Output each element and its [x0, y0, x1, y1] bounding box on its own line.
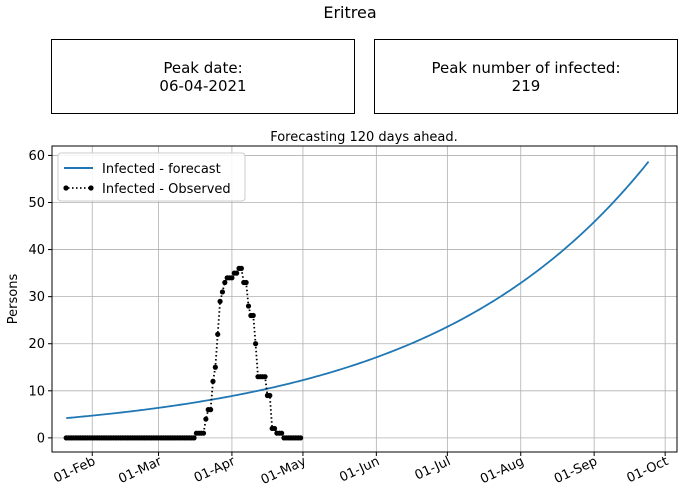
observed-point: [208, 407, 214, 413]
observed-point: [203, 416, 209, 422]
observed-point: [262, 374, 268, 380]
observed-point: [219, 289, 226, 295]
observed-line: [66, 267, 301, 439]
observed-point: [229, 275, 235, 281]
observed-point: [297, 435, 304, 441]
legend: Infected - forecast Infected - Observed: [57, 152, 246, 202]
figure-title: Eritrea: [323, 3, 377, 22]
legend-observed-marker-left: [63, 185, 69, 191]
observed-point: [271, 425, 278, 432]
chart-title: Forecasting 120 days ahead.: [270, 130, 458, 145]
x-tick-label: 01-Jul: [413, 454, 453, 484]
x-tick-label: 01-Apr: [192, 454, 238, 486]
x-tick-label: 01-Jun: [337, 454, 382, 485]
legend-observed-label: Infected - Observed: [102, 182, 231, 197]
x-tick-label: 01-May: [259, 454, 309, 488]
x-tick-label: 01-Feb: [51, 454, 97, 486]
x-tick-label: 01-Oct: [625, 454, 671, 486]
observed-point: [234, 270, 240, 276]
observed-point: [215, 331, 221, 337]
y-tick-label: 50: [28, 196, 45, 211]
forecast-line: [66, 160, 650, 419]
x-tick-label: 01-Sep: [552, 454, 600, 487]
peak-infected-box: Peak number of infected: 219: [374, 39, 678, 114]
y-tick-label: 0: [37, 431, 45, 446]
observed-point: [217, 298, 223, 304]
observed-point: [250, 312, 256, 319]
legend-observed-marker-right: [88, 185, 94, 191]
peak-date-box: Peak date: 06-04-2021: [51, 39, 355, 114]
y-tick-label: 10: [28, 384, 45, 399]
y-tick-label: 30: [28, 290, 45, 305]
observed-point: [200, 430, 207, 436]
y-tick-label: 40: [28, 243, 45, 258]
y-tick-label: 20: [28, 337, 45, 352]
peak-infected-value: 219: [511, 76, 541, 95]
observed-point: [222, 279, 228, 286]
y-axis-label: Persons: [6, 274, 21, 325]
peak-infected-label: Peak number of infected:: [431, 58, 621, 77]
x-tick-label: 01-Aug: [478, 454, 526, 487]
plot-frame: [51, 145, 678, 453]
observed-point: [253, 341, 259, 347]
observed-point: [210, 378, 216, 384]
observed-point: [191, 435, 197, 441]
observed-point: [212, 364, 218, 370]
x-tick-label: 01-Mar: [116, 454, 164, 487]
observed-point: [238, 265, 244, 271]
peak-date-value: 06-04-2021: [159, 76, 247, 95]
y-tick-label: 60: [28, 149, 45, 164]
peak-date-label: Peak date:: [163, 58, 243, 77]
observed-point: [245, 303, 252, 309]
observed-point: [267, 392, 273, 399]
legend-frame: [57, 152, 246, 202]
legend-forecast-label: Infected - forecast: [102, 162, 221, 177]
observed-point: [279, 430, 285, 436]
observed-point: [243, 279, 249, 286]
series-layer: [63, 160, 650, 441]
